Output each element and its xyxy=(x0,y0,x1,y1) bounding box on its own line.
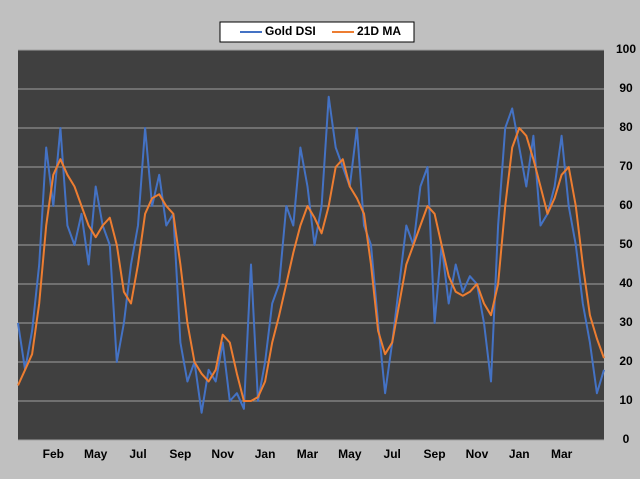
legend-label: Gold DSI xyxy=(265,24,316,38)
x-tick-label: Sep xyxy=(424,447,446,461)
x-tick-label: Feb xyxy=(43,447,64,461)
x-tick-label: Nov xyxy=(466,447,489,461)
y-tick-label: 20 xyxy=(619,354,633,368)
y-tick-label: 90 xyxy=(619,81,633,95)
series-line xyxy=(17,95,605,414)
y-tick-label: 60 xyxy=(619,198,633,212)
x-tick-label: Jan xyxy=(509,447,530,461)
y-tick-label: 40 xyxy=(619,276,633,290)
x-tick-label: May xyxy=(338,447,362,461)
y-tick-label: 0 xyxy=(623,432,630,446)
x-tick-label: Jan xyxy=(255,447,276,461)
y-tick-label: 10 xyxy=(619,393,633,407)
y-tick-label: 50 xyxy=(619,237,633,251)
x-tick-label: Jul xyxy=(129,447,146,461)
y-tick-label: 100 xyxy=(616,42,636,56)
legend-box xyxy=(219,21,415,43)
x-tick-label: Mar xyxy=(551,447,573,461)
x-tick-label: Jul xyxy=(384,447,401,461)
y-tick-label: 80 xyxy=(619,120,633,134)
x-tick-label: Sep xyxy=(169,447,191,461)
x-tick-label: Nov xyxy=(211,447,234,461)
x-tick-label: Mar xyxy=(297,447,319,461)
x-tick-label: May xyxy=(84,447,108,461)
legend-label: 21D MA xyxy=(357,24,401,38)
y-tick-label: 70 xyxy=(619,159,633,173)
y-tick-label: 30 xyxy=(619,315,633,329)
series-line xyxy=(17,127,605,402)
